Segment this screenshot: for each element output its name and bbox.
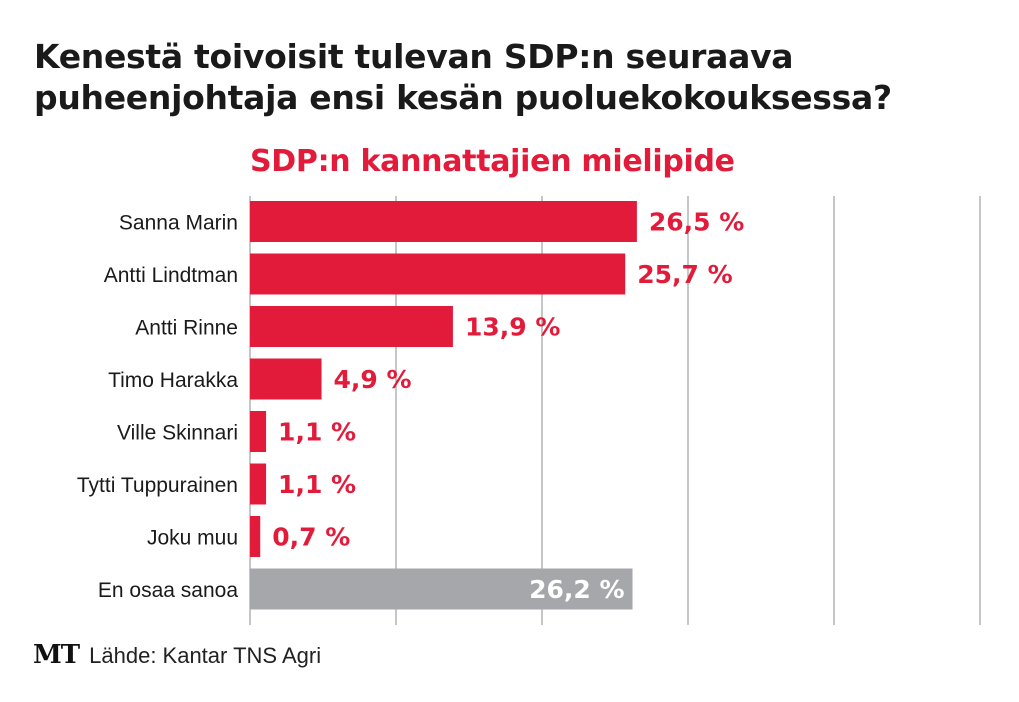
- value-label: 26,2 %: [529, 575, 624, 604]
- category-label: Antti Lindtman: [104, 264, 238, 287]
- value-label: 13,9 %: [465, 313, 560, 342]
- category-label: Antti Rinne: [135, 317, 238, 340]
- value-label: 4,9 %: [334, 365, 412, 394]
- value-label: 0,7 %: [272, 523, 350, 552]
- category-label: Ville Skinnari: [117, 422, 238, 445]
- chart-subtitle: SDP:n kannattajien mielipide: [250, 144, 735, 179]
- bar-0: [250, 201, 637, 242]
- bar-3: [250, 358, 322, 400]
- value-label: 25,7 %: [637, 260, 732, 289]
- value-label: 1,1 %: [278, 470, 356, 499]
- bar-7: [250, 568, 633, 610]
- title-line-2: puheenjohtaja ensi kesän puoluekokoukses…: [34, 78, 892, 117]
- bar-1: [250, 253, 626, 295]
- source-text: Lähde: Kantar TNS Agri: [89, 643, 322, 668]
- bar-2: [250, 306, 453, 347]
- bar-4: [250, 411, 267, 452]
- bar-6: [250, 516, 261, 557]
- category-label: Tytti Tuppurainen: [77, 474, 238, 497]
- category-label: Timo Harakka: [108, 369, 238, 392]
- mt-logo: MT: [33, 640, 80, 670]
- title-line-1: Kenestä toivoisit tulevan SDP:n seuraava: [34, 37, 794, 76]
- category-label: Sanna Marin: [119, 212, 238, 235]
- chart-title: Kenestä toivoisit tulevan SDP:n seuraava…: [34, 36, 892, 118]
- value-label: 1,1 %: [278, 418, 356, 447]
- footer: MT Lähde: Kantar TNS Agri: [33, 640, 321, 670]
- category-label: Joku muu: [147, 527, 238, 550]
- category-label: En osaa sanoa: [98, 579, 238, 602]
- bar-5: [250, 463, 267, 505]
- value-label: 26,5 %: [649, 208, 744, 237]
